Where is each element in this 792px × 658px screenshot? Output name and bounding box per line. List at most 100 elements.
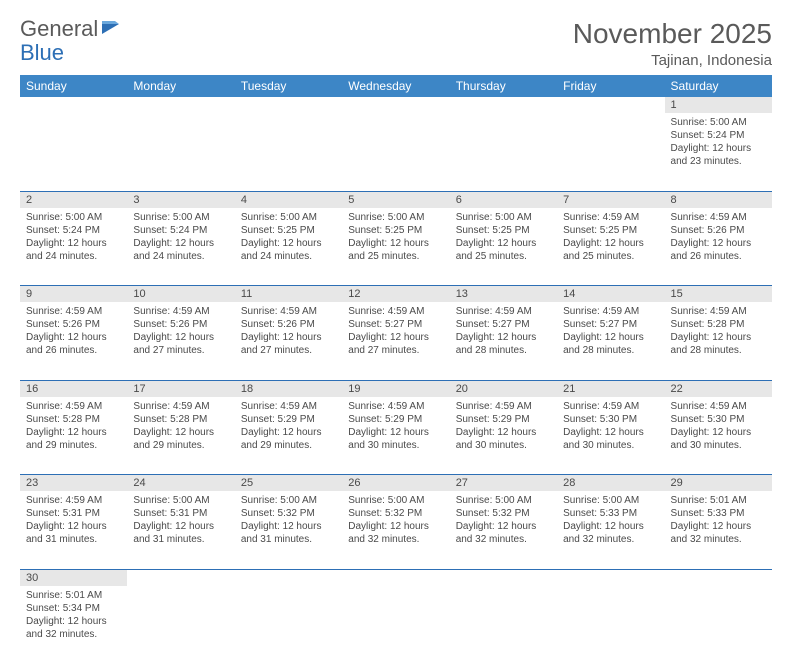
day-number: 9 <box>20 286 127 303</box>
weekday-header: Wednesday <box>342 75 449 97</box>
empty-day-cell <box>450 586 557 658</box>
day-details: Sunrise: 5:00 AMSunset: 5:24 PMDaylight:… <box>20 208 127 267</box>
daynum-row: 23242526272829 <box>20 475 772 492</box>
day-number: 29 <box>665 475 772 492</box>
title-block: November 2025 Tajinan, Indonesia <box>573 18 772 69</box>
day-details: Sunrise: 4:59 AMSunset: 5:27 PMDaylight:… <box>450 302 557 361</box>
empty-day-cell <box>342 586 449 658</box>
empty-day-number <box>557 97 664 113</box>
day-details: Sunrise: 5:00 AMSunset: 5:24 PMDaylight:… <box>127 208 234 267</box>
weekday-header: Sunday <box>20 75 127 97</box>
week-row: Sunrise: 5:01 AMSunset: 5:34 PMDaylight:… <box>20 586 772 658</box>
day-details: Sunrise: 4:59 AMSunset: 5:27 PMDaylight:… <box>342 302 449 361</box>
calendar-table: SundayMondayTuesdayWednesdayThursdayFrid… <box>20 75 772 658</box>
day-details: Sunrise: 4:59 AMSunset: 5:27 PMDaylight:… <box>557 302 664 361</box>
day-details: Sunrise: 5:00 AMSunset: 5:24 PMDaylight:… <box>665 113 772 172</box>
weekday-header-row: SundayMondayTuesdayWednesdayThursdayFrid… <box>20 75 772 97</box>
logo-text-1: General <box>20 16 98 41</box>
daynum-row: 1 <box>20 97 772 113</box>
day-details: Sunrise: 4:59 AMSunset: 5:26 PMDaylight:… <box>20 302 127 361</box>
page-subtitle: Tajinan, Indonesia <box>573 52 772 69</box>
day-number: 1 <box>665 97 772 113</box>
day-details: Sunrise: 5:00 AMSunset: 5:25 PMDaylight:… <box>342 208 449 267</box>
flag-icon <box>102 16 122 38</box>
week-row: Sunrise: 5:00 AMSunset: 5:24 PMDaylight:… <box>20 113 772 191</box>
day-cell: Sunrise: 4:59 AMSunset: 5:25 PMDaylight:… <box>557 208 664 286</box>
day-cell: Sunrise: 5:00 AMSunset: 5:32 PMDaylight:… <box>450 491 557 569</box>
empty-day-number <box>450 97 557 113</box>
day-cell: Sunrise: 5:00 AMSunset: 5:24 PMDaylight:… <box>127 208 234 286</box>
day-cell: Sunrise: 4:59 AMSunset: 5:29 PMDaylight:… <box>450 397 557 475</box>
empty-day-number <box>235 97 342 113</box>
daynum-row: 16171819202122 <box>20 380 772 397</box>
empty-day-number <box>127 97 234 113</box>
day-details: Sunrise: 4:59 AMSunset: 5:26 PMDaylight:… <box>127 302 234 361</box>
day-cell: Sunrise: 5:00 AMSunset: 5:25 PMDaylight:… <box>342 208 449 286</box>
day-details: Sunrise: 4:59 AMSunset: 5:28 PMDaylight:… <box>665 302 772 361</box>
empty-day-number <box>20 97 127 113</box>
daynum-row: 2345678 <box>20 191 772 208</box>
daynum-row: 30 <box>20 569 772 586</box>
day-cell: Sunrise: 4:59 AMSunset: 5:30 PMDaylight:… <box>557 397 664 475</box>
day-number: 15 <box>665 286 772 303</box>
day-number: 21 <box>557 380 664 397</box>
day-cell: Sunrise: 5:00 AMSunset: 5:32 PMDaylight:… <box>235 491 342 569</box>
day-cell: Sunrise: 4:59 AMSunset: 5:28 PMDaylight:… <box>127 397 234 475</box>
day-cell: Sunrise: 4:59 AMSunset: 5:26 PMDaylight:… <box>127 302 234 380</box>
week-row: Sunrise: 4:59 AMSunset: 5:28 PMDaylight:… <box>20 397 772 475</box>
day-cell: Sunrise: 4:59 AMSunset: 5:31 PMDaylight:… <box>20 491 127 569</box>
logo-text-2: Blue <box>20 40 64 65</box>
day-number: 16 <box>20 380 127 397</box>
logo: GeneralBlue <box>20 18 120 68</box>
empty-day-cell <box>557 586 664 658</box>
daynum-row: 9101112131415 <box>20 286 772 303</box>
day-number: 7 <box>557 191 664 208</box>
weekday-header: Thursday <box>450 75 557 97</box>
day-number: 17 <box>127 380 234 397</box>
empty-day-cell <box>450 113 557 191</box>
weekday-header: Saturday <box>665 75 772 97</box>
day-number: 6 <box>450 191 557 208</box>
day-number: 23 <box>20 475 127 492</box>
day-details: Sunrise: 4:59 AMSunset: 5:30 PMDaylight:… <box>665 397 772 456</box>
day-cell: Sunrise: 5:00 AMSunset: 5:25 PMDaylight:… <box>450 208 557 286</box>
empty-day-cell <box>235 586 342 658</box>
day-number: 10 <box>127 286 234 303</box>
day-number: 2 <box>20 191 127 208</box>
empty-day-number <box>127 569 234 586</box>
day-cell: Sunrise: 5:00 AMSunset: 5:24 PMDaylight:… <box>665 113 772 191</box>
week-row: Sunrise: 5:00 AMSunset: 5:24 PMDaylight:… <box>20 208 772 286</box>
day-cell: Sunrise: 4:59 AMSunset: 5:29 PMDaylight:… <box>342 397 449 475</box>
day-details: Sunrise: 5:00 AMSunset: 5:25 PMDaylight:… <box>235 208 342 267</box>
empty-day-cell <box>235 113 342 191</box>
day-number: 30 <box>20 569 127 586</box>
empty-day-cell <box>20 113 127 191</box>
day-number: 4 <box>235 191 342 208</box>
day-number: 20 <box>450 380 557 397</box>
day-number: 28 <box>557 475 664 492</box>
empty-day-number <box>450 569 557 586</box>
day-number: 3 <box>127 191 234 208</box>
day-cell: Sunrise: 5:00 AMSunset: 5:24 PMDaylight:… <box>20 208 127 286</box>
header: GeneralBlue November 2025 Tajinan, Indon… <box>20 18 772 69</box>
day-details: Sunrise: 4:59 AMSunset: 5:30 PMDaylight:… <box>557 397 664 456</box>
empty-day-cell <box>665 586 772 658</box>
day-number: 11 <box>235 286 342 303</box>
day-details: Sunrise: 4:59 AMSunset: 5:25 PMDaylight:… <box>557 208 664 267</box>
weekday-header: Tuesday <box>235 75 342 97</box>
day-details: Sunrise: 5:00 AMSunset: 5:31 PMDaylight:… <box>127 491 234 550</box>
day-details: Sunrise: 5:00 AMSunset: 5:32 PMDaylight:… <box>235 491 342 550</box>
day-details: Sunrise: 4:59 AMSunset: 5:26 PMDaylight:… <box>665 208 772 267</box>
day-cell: Sunrise: 5:00 AMSunset: 5:25 PMDaylight:… <box>235 208 342 286</box>
weekday-header: Friday <box>557 75 664 97</box>
day-details: Sunrise: 5:00 AMSunset: 5:25 PMDaylight:… <box>450 208 557 267</box>
day-cell: Sunrise: 4:59 AMSunset: 5:27 PMDaylight:… <box>450 302 557 380</box>
day-cell: Sunrise: 4:59 AMSunset: 5:26 PMDaylight:… <box>20 302 127 380</box>
day-details: Sunrise: 4:59 AMSunset: 5:31 PMDaylight:… <box>20 491 127 550</box>
day-number: 5 <box>342 191 449 208</box>
day-number: 24 <box>127 475 234 492</box>
day-cell: Sunrise: 4:59 AMSunset: 5:26 PMDaylight:… <box>235 302 342 380</box>
day-cell: Sunrise: 4:59 AMSunset: 5:28 PMDaylight:… <box>20 397 127 475</box>
day-number: 12 <box>342 286 449 303</box>
day-number: 25 <box>235 475 342 492</box>
